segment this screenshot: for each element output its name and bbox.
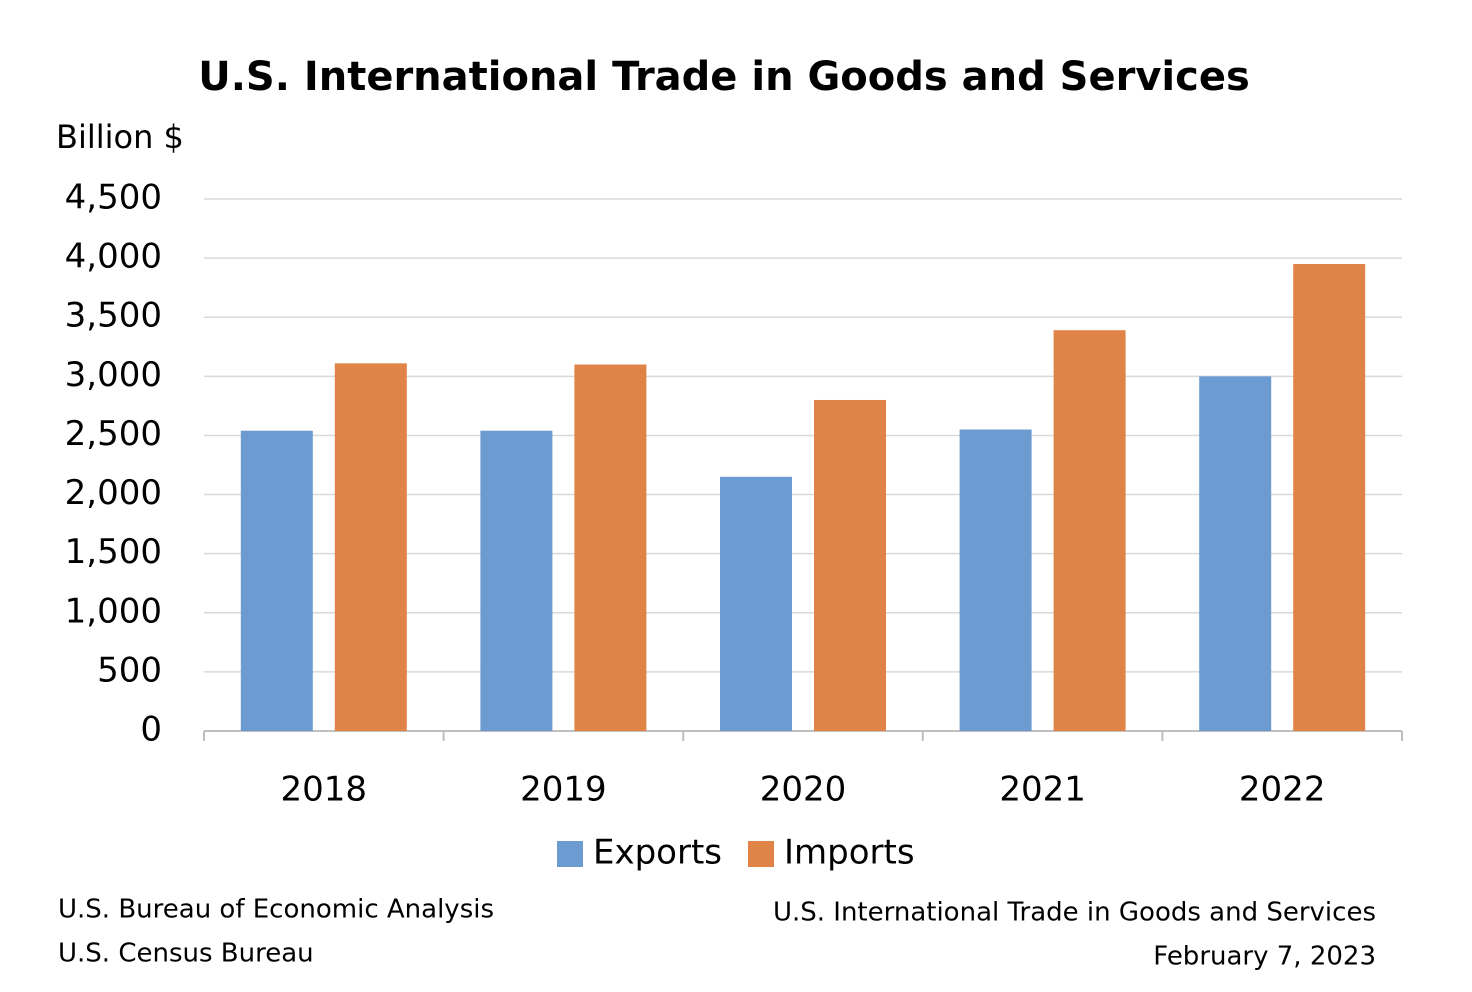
source: U.S. Census Bureau [58, 939, 314, 969]
y-tick-label: 2,500 [65, 414, 162, 454]
source: U.S. Bureau of Economic Analysis [58, 895, 494, 925]
y-tick-label: 4,000 [65, 237, 162, 277]
bar [720, 476, 792, 731]
y-tick-label: 3,000 [65, 355, 162, 395]
y-tick-label: 1,000 [65, 591, 162, 631]
bar [814, 399, 886, 731]
y-tick-label: 2,000 [65, 473, 162, 513]
chart-title: U.S. International Trade in Goods and Se… [198, 54, 1250, 100]
y-tick-label: 500 [97, 650, 162, 690]
bar [334, 363, 407, 731]
y-tick-label: 0 [140, 710, 162, 750]
bar [1293, 264, 1366, 731]
x-tick-label: 2020 [760, 770, 847, 810]
footer-title: U.S. International Trade in Goods and Se… [773, 898, 1376, 928]
x-tick-label: 2019 [520, 770, 607, 810]
y-tick-label: 4,500 [65, 178, 162, 218]
y-tick-label: 1,500 [65, 532, 162, 572]
bar [574, 364, 647, 731]
bar [240, 430, 313, 731]
x-tick-label: 2022 [1239, 770, 1326, 810]
legend-swatch [557, 841, 583, 867]
date: February 7, 2023 [1153, 942, 1376, 972]
bar [959, 429, 1032, 731]
legend-label: Exports [593, 833, 722, 873]
x-tick-label: 2021 [999, 770, 1086, 810]
bar [480, 430, 553, 731]
y-axis-label: Billion $ [56, 118, 184, 156]
bar [1199, 376, 1272, 731]
legend-swatch [748, 841, 774, 867]
legend-label: Imports [784, 833, 915, 873]
y-tick-label: 3,500 [65, 296, 162, 336]
x-tick-label: 2018 [281, 770, 368, 810]
bar [1053, 330, 1126, 731]
